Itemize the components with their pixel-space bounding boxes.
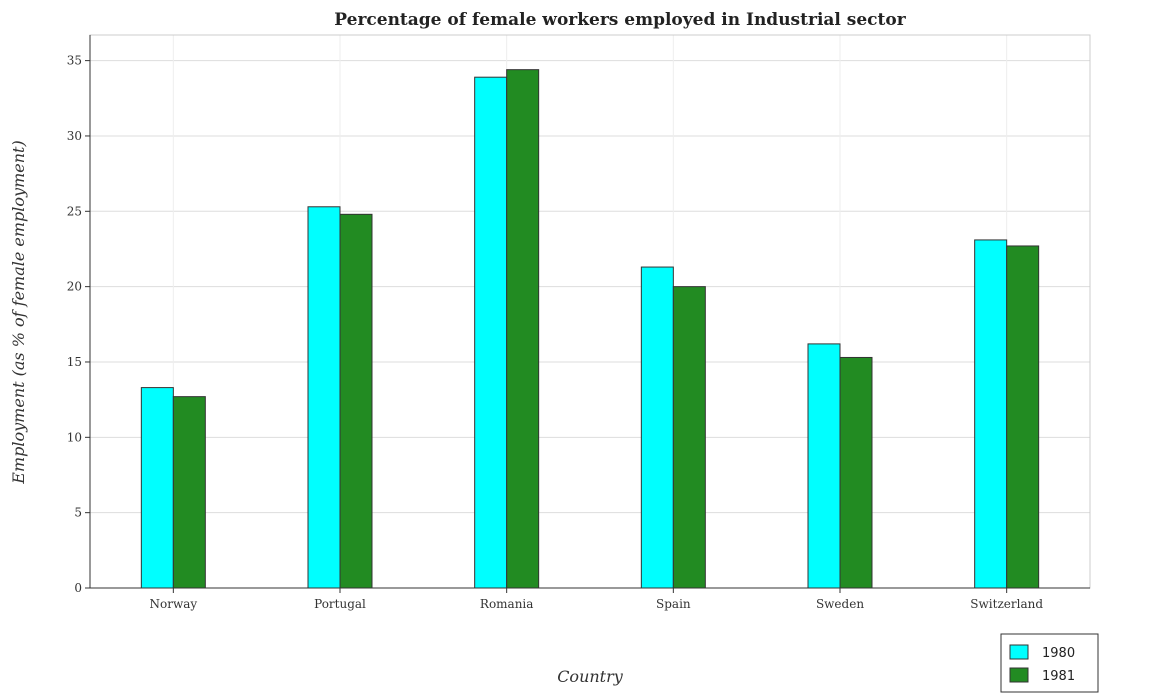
bar-1980-romania <box>474 76 508 589</box>
legend-label-1980: 1980 <box>1042 646 1075 661</box>
x-axis-label: Country <box>557 667 624 686</box>
x-tick-label: Sweden <box>816 597 864 611</box>
bar-1981-spain <box>672 286 706 589</box>
y-axis-label: Employment (as % of female employment) <box>9 140 28 484</box>
plot-frame <box>89 34 1091 589</box>
y-tick-label: 20 <box>67 280 82 294</box>
legend-swatch-1981 <box>1009 667 1029 683</box>
y-tick-label: 25 <box>67 204 82 218</box>
y-tick-label: 30 <box>67 129 82 143</box>
bar-1981-norway <box>172 396 206 589</box>
bar-1980-switzerland <box>974 239 1008 589</box>
bar-1981-romania <box>506 69 540 589</box>
bars <box>140 69 1040 589</box>
axes: 0 5 10 15 20 25 30 35 Norway Portugal Romania Spain… <box>67 35 1090 611</box>
bar-1980-portugal <box>307 206 341 589</box>
legend-label-1981: 1981 <box>1042 669 1075 684</box>
y-tick-label: 10 <box>67 430 82 444</box>
bar-1980-spain <box>640 266 674 589</box>
x-tick-label: Switzerland <box>970 597 1043 611</box>
legend: 1980 1981 <box>1000 633 1099 693</box>
grid-lines <box>90 35 1090 589</box>
x-tick-label: Romania <box>480 597 534 611</box>
bar-1980-norway <box>140 387 174 589</box>
y-tick-label: 0 <box>74 581 82 595</box>
x-tick-label: Spain <box>656 597 691 611</box>
bar-1981-portugal <box>339 213 373 589</box>
legend-swatch-1980 <box>1009 644 1029 660</box>
x-tick-label: Norway <box>149 597 197 611</box>
bar-1981-sweden <box>839 356 873 589</box>
y-tick-label: 35 <box>67 54 82 68</box>
x-tick-label: Portugal <box>314 597 366 611</box>
bar-1981-switzerland <box>1006 245 1040 589</box>
y-tick-label: 5 <box>74 506 82 520</box>
y-tick-label: 15 <box>67 355 82 369</box>
chart-title: Percentage of female workers employed in… <box>334 10 906 30</box>
bar-1980-sweden <box>807 343 841 589</box>
